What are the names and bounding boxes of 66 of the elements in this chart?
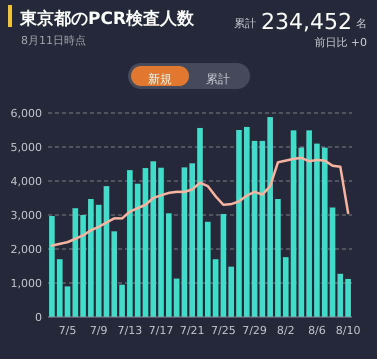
text: 累計 xyxy=(206,72,230,86)
bar xyxy=(260,140,266,317)
x-tick-label: 8/10 xyxy=(336,324,360,337)
x-tick-label: 8/6 xyxy=(308,324,326,337)
chart-title: 東京都のPCR検査人数 xyxy=(19,9,196,29)
bar xyxy=(104,186,110,317)
bar xyxy=(220,214,226,317)
bar xyxy=(56,259,62,317)
bar xyxy=(150,161,156,317)
line-series xyxy=(50,156,350,247)
x-tick-label: 7/21 xyxy=(180,324,205,337)
text: 234,452 xyxy=(261,10,352,35)
y-tick-label: 5,000 xyxy=(10,141,42,154)
bar xyxy=(88,199,94,317)
bar xyxy=(182,167,188,317)
bar xyxy=(204,222,211,317)
text: 累計 xyxy=(234,17,256,30)
bar xyxy=(314,144,320,317)
bar xyxy=(306,130,312,317)
bar xyxy=(127,170,133,317)
bar xyxy=(212,259,218,317)
bar xyxy=(244,126,250,317)
y-tick-label: 6,000 xyxy=(10,107,42,120)
chart-subtitle: 8月11日時点 xyxy=(21,34,86,47)
bar xyxy=(322,148,328,317)
x-tick-label: 7/13 xyxy=(117,324,142,337)
bar xyxy=(49,216,55,317)
y-tick-label: 2,000 xyxy=(10,243,42,256)
x-tick-label: 7/29 xyxy=(242,324,267,337)
bar xyxy=(236,130,242,317)
x-tick-label: 7/5 xyxy=(58,324,76,337)
bar xyxy=(252,140,258,317)
bar xyxy=(345,278,351,317)
x-tick-label: 8/2 xyxy=(276,324,295,337)
bar xyxy=(267,117,273,317)
bar xyxy=(158,168,164,317)
bar xyxy=(290,130,296,317)
bar xyxy=(111,231,118,317)
bar xyxy=(72,208,78,317)
bar xyxy=(64,286,70,317)
bar xyxy=(197,128,203,317)
bar xyxy=(119,284,125,317)
text: 名 xyxy=(356,17,367,30)
y-tick-label: 1,000 xyxy=(10,277,42,290)
x-tick-label: 7/17 xyxy=(148,324,174,337)
y-tick-label: 4,000 xyxy=(10,175,42,188)
bar xyxy=(338,274,344,317)
text: 新規 xyxy=(148,72,172,86)
header: 東京都のPCR検査人数 8月11日時点 xyxy=(8,5,194,47)
bar xyxy=(174,278,180,317)
bar xyxy=(134,184,140,317)
bar xyxy=(80,215,86,317)
x-tick-label: 7/9 xyxy=(90,324,108,337)
bar xyxy=(282,257,289,317)
x-tick-label: 7/25 xyxy=(211,324,236,337)
bar xyxy=(275,199,281,317)
bar xyxy=(142,168,148,317)
y-tick-label: 0 xyxy=(35,311,42,324)
bar xyxy=(166,213,172,317)
bar xyxy=(228,266,234,317)
bar xyxy=(96,204,102,317)
bar xyxy=(189,163,196,317)
y-tick-label: 3,000 xyxy=(10,209,42,222)
bar xyxy=(330,208,336,317)
bar xyxy=(298,148,304,317)
text: 前日比 +0 xyxy=(314,36,367,49)
